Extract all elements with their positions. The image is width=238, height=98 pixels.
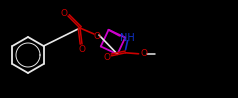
Text: O: O (103, 53, 110, 62)
Text: O: O (94, 31, 100, 40)
Text: O: O (60, 9, 68, 18)
Text: O: O (140, 49, 147, 58)
Text: NH: NH (120, 33, 135, 43)
Text: O: O (79, 44, 85, 54)
